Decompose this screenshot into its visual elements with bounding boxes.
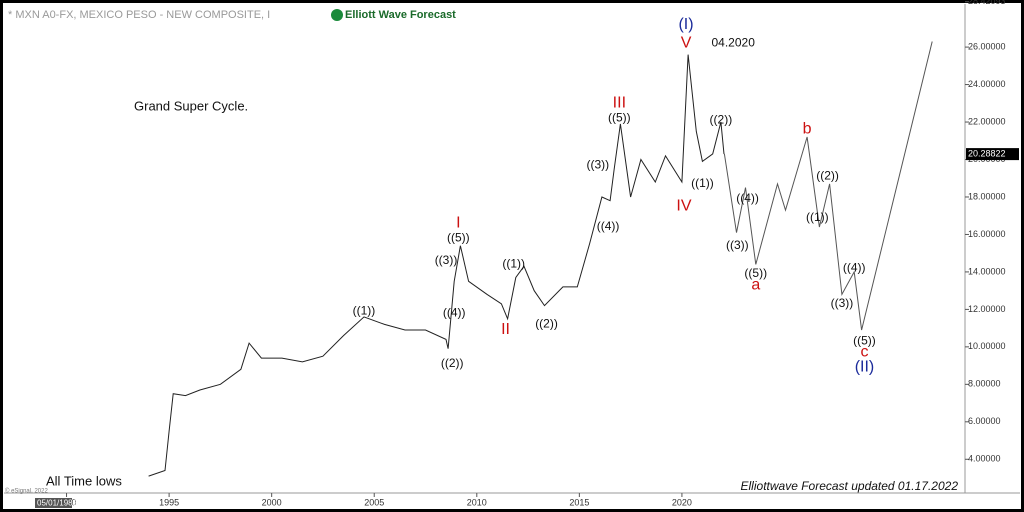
wave-label: ((1)) — [691, 176, 714, 190]
x-tick-label: 2010 — [467, 497, 487, 507]
wave-label: b — [803, 121, 812, 138]
wave-label: ((4)) — [597, 219, 620, 233]
y-tick-label: 6.00000 — [968, 416, 1001, 426]
y-tick-label: 12.00000 — [968, 304, 1006, 314]
y-tick-label: 14.00000 — [968, 266, 1006, 276]
wave-label: ((1)) — [806, 210, 829, 224]
start-date: 05/01/1989 — [37, 499, 78, 508]
wave-label: (II) — [855, 359, 875, 376]
wave-label: ((5)) — [744, 266, 767, 280]
wave-label: ((5)) — [853, 333, 876, 347]
wave-label: ((2)) — [441, 356, 464, 370]
price-line — [723, 41, 933, 331]
y-tick-label: 26.00000 — [968, 41, 1006, 51]
wave-label: a — [751, 276, 760, 293]
last-price-box — [966, 148, 1019, 161]
wave-label: ((5)) — [608, 110, 631, 124]
price-line — [148, 54, 725, 477]
x-tick-label: 2020 — [672, 497, 692, 507]
wave-label: IV — [676, 198, 691, 215]
wave-label: ((3)) — [831, 296, 854, 310]
wave-label: ((3)) — [586, 157, 609, 171]
x-tick-label: 2000 — [262, 497, 282, 507]
y-tick-label: 4.00000 — [968, 454, 1001, 464]
wave-label: 04.2020 — [712, 36, 756, 50]
plot: 4.00000 6.00000 8.00000 10.00000 12.00000 14.… — [57, 0, 1019, 507]
chart-title: * MXN A0-FX, MEXICO PESO - NEW COMPOSITE… — [8, 9, 270, 21]
footer: Elliottwave Forecast updated 01.17.2022 — [741, 479, 959, 493]
wave-label: ((1)) — [353, 303, 376, 317]
x-tick-label: 1995 — [159, 497, 179, 507]
logo: Elliott Wave Forecast — [345, 9, 456, 21]
wave-label: ((4)) — [736, 191, 759, 205]
wave-label: ((3)) — [726, 238, 749, 252]
y-tick-label: 18.00000 — [968, 191, 1006, 201]
wave-label: I — [456, 214, 460, 231]
wave-label: ((3)) — [435, 253, 458, 267]
wave-label: c — [860, 344, 868, 361]
wave-label: III — [613, 95, 626, 112]
wave-label: ((2)) — [710, 112, 733, 126]
y-tick-label: 8.00000 — [968, 379, 1001, 389]
wave-label: II — [501, 321, 510, 338]
wave-label: ((1)) — [502, 257, 525, 271]
wave-label: ((5)) — [447, 230, 470, 244]
wave-label: ((2)) — [816, 169, 839, 183]
last-price-label: 20.28822 — [968, 148, 1006, 158]
y-tick-label: 10.00000 — [968, 341, 1006, 351]
note: All Time lows — [46, 473, 122, 488]
wave-label: ((2)) — [535, 317, 558, 331]
x-tick-label: 2005 — [364, 497, 384, 507]
y-tick-label: 24.00000 — [968, 79, 1006, 89]
logo-icon — [331, 9, 343, 21]
date-box — [35, 498, 72, 508]
y-tick-label: 28.42093 — [968, 0, 1006, 6]
y-tick-label: 22.00000 — [968, 116, 1006, 126]
subtitle: Grand Super Cycle. — [134, 98, 248, 113]
x-tick-label: 2015 — [569, 497, 589, 507]
source: © eSignal, 2022 — [5, 488, 48, 495]
wave-label: ((4)) — [843, 260, 866, 274]
wave-label: (I) — [678, 16, 693, 33]
wave-label: ((4)) — [443, 305, 466, 319]
wave-label: V — [681, 35, 692, 52]
y-tick-label: 16.00000 — [968, 229, 1006, 239]
